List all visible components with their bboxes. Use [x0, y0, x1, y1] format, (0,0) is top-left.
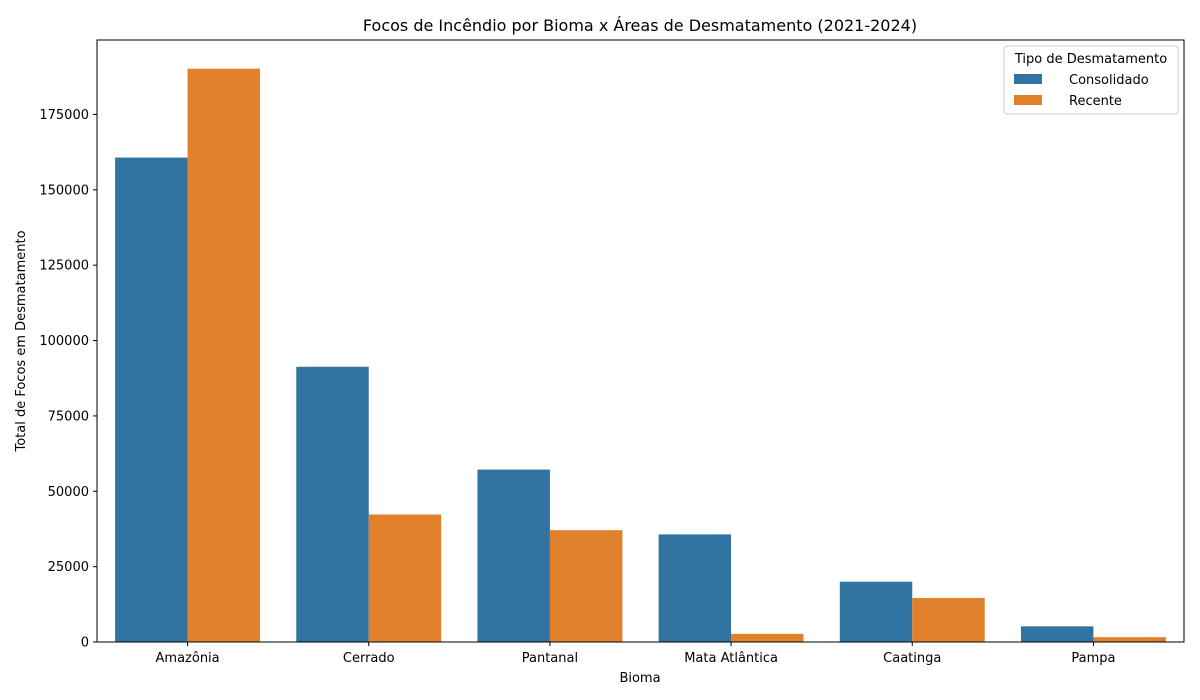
legend-title: Tipo de Desmatamento: [1014, 52, 1167, 67]
y-axis-ticks: 0 25000 50000 75000 100000 125000 150000 175000: [39, 108, 97, 651]
bar-consolidado-4: [839, 581, 913, 642]
legend-items: Consolidado Recente: [1014, 73, 1149, 109]
bar-consolidado-2: [477, 469, 550, 642]
x-axis-title: Bioma: [619, 671, 660, 686]
legend-frame: [1003, 45, 1179, 115]
bar-recente-1: [368, 514, 442, 642]
x-tick-label: Pantanal: [522, 651, 578, 666]
legend-label-recente: Recente: [1069, 94, 1122, 109]
bar-recente-0: [187, 68, 261, 642]
legend-swatch-consolidado: [1014, 74, 1042, 84]
bar-consolidado-0: [115, 157, 188, 642]
x-tick-label: Mata Atlântica: [684, 651, 778, 666]
y-tick-label: 25000: [48, 560, 89, 575]
y-tick-label: 0: [81, 636, 89, 651]
y-tick-label: 75000: [48, 409, 89, 424]
x-tick-label: Caatinga: [883, 651, 941, 666]
bar-consolidado-5: [1020, 626, 1094, 642]
bar-recente-3: [731, 633, 804, 642]
y-tick-label: 175000: [39, 108, 89, 123]
x-tick-label: Pampa: [1071, 651, 1115, 666]
y-tick-label: 50000: [48, 485, 89, 500]
x-tick-label: Amazônia: [156, 651, 220, 666]
plot-frame: [96, 39, 1185, 643]
bar-recente-4: [912, 597, 985, 642]
x-tick-label: Cerrado: [343, 651, 395, 666]
legend-swatch-recente: [1014, 95, 1042, 105]
bar-consolidado-3: [658, 534, 732, 642]
y-tick-label: 100000: [39, 334, 89, 349]
y-tick-label: 125000: [39, 259, 89, 274]
chart-title: Focos de Incêndio por Bioma x Áreas de D…: [363, 16, 917, 35]
bars-layer: [115, 68, 1166, 642]
legend-label-consolidado: Consolidado: [1069, 73, 1149, 88]
bar-consolidado-1: [296, 366, 369, 642]
bar-recente-2: [549, 530, 623, 642]
legend: Tipo de Desmatamento Consolidado Recente: [1003, 45, 1179, 115]
y-tick-label: 150000: [39, 183, 89, 198]
y-axis-title: Total de Focos em Desmatamento: [14, 230, 29, 452]
bar-recente-5: [1093, 637, 1166, 642]
x-axis-ticks: Amazônia Cerrado Pantanal Mata Atlântica Caa…: [156, 642, 1115, 666]
